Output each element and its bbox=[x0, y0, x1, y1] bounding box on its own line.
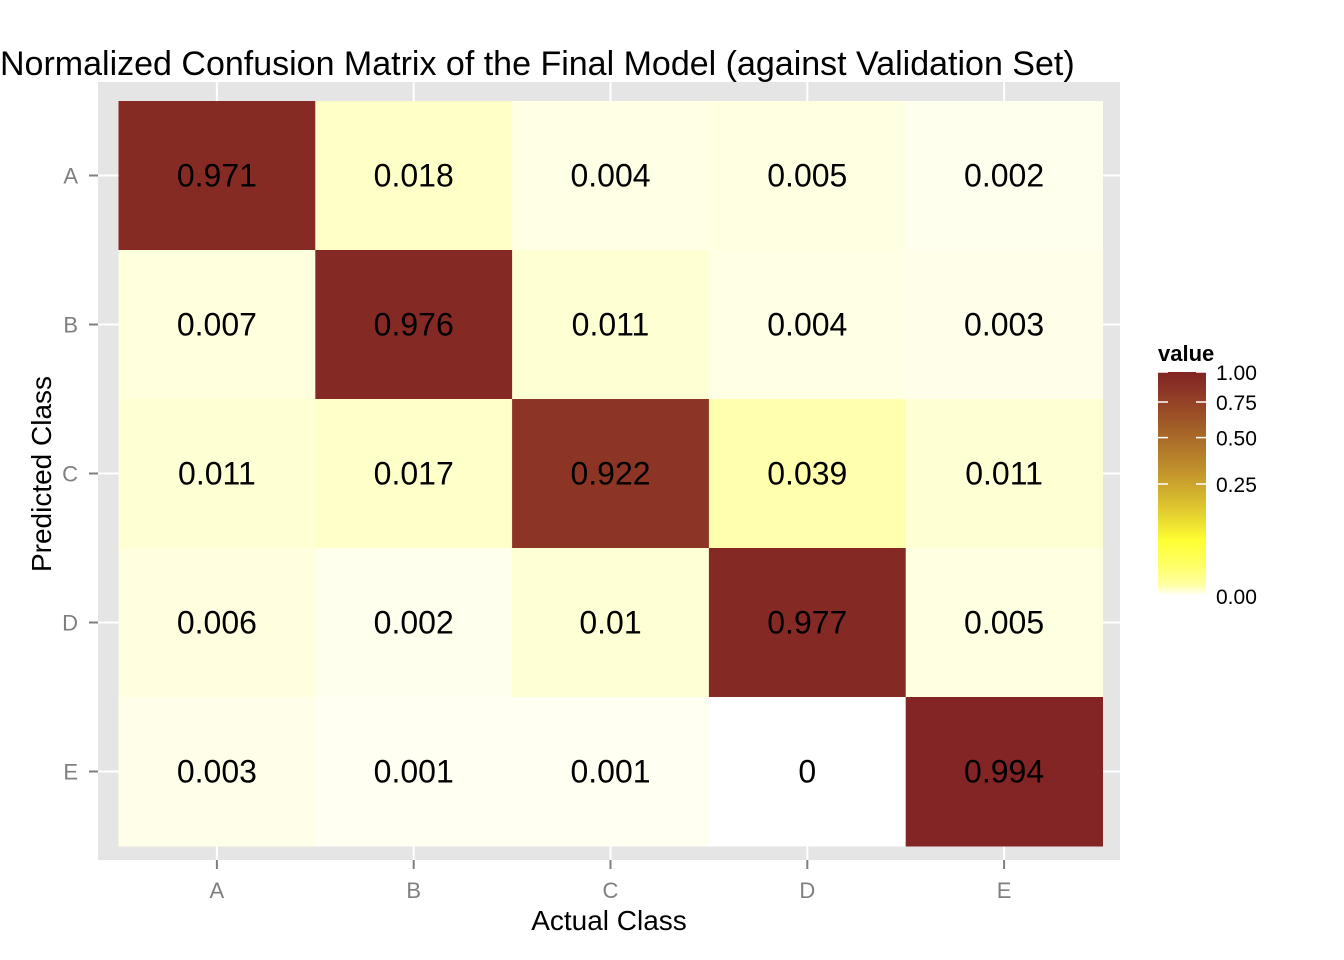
cell-value-label: 0.976 bbox=[374, 307, 454, 343]
y-tick-label: D bbox=[62, 611, 78, 636]
heatmap-cell bbox=[118, 250, 316, 400]
heatmap-cell bbox=[708, 101, 907, 251]
heatmap-cell bbox=[905, 548, 1103, 698]
heatmap-cell bbox=[118, 548, 316, 698]
color-legend: value 1.00 0.75 0.50 0.25 0.00 bbox=[1158, 341, 1257, 609]
cell-value-label: 0.01 bbox=[579, 605, 641, 641]
heatmap-cells: 0.971 0.018 0.004 0.005 0.002 0.007 0.976 0.011… bbox=[118, 101, 1103, 847]
heatmap-cell bbox=[708, 399, 907, 549]
heatmap-cell bbox=[905, 697, 1103, 847]
heatmap-cell bbox=[905, 101, 1103, 251]
cell-value-label: 0.971 bbox=[177, 158, 257, 194]
x-tick-label: B bbox=[406, 878, 421, 903]
cell-value-label: 0.977 bbox=[767, 605, 847, 641]
y-tick-label: E bbox=[63, 760, 78, 785]
cell-value-label: 0.001 bbox=[570, 754, 650, 790]
cell-value-label: 0 bbox=[798, 754, 816, 790]
y-tick-label: C bbox=[62, 462, 78, 487]
cell-value-label: 0.011 bbox=[178, 456, 256, 492]
y-axis: A B C D E bbox=[62, 164, 98, 785]
x-tick-label: A bbox=[210, 878, 225, 903]
heatmap-cell bbox=[315, 697, 513, 847]
x-tick-label: D bbox=[799, 878, 815, 903]
heatmap-cell bbox=[512, 548, 710, 698]
chart-title: Normalized Confusion Matrix of the Final… bbox=[0, 45, 1075, 83]
legend-tick-label: 0.50 bbox=[1216, 428, 1257, 451]
legend-title: value bbox=[1158, 341, 1214, 366]
x-axis-title: Actual Class bbox=[531, 905, 687, 936]
cell-value-label: 0.994 bbox=[964, 754, 1044, 790]
y-axis-title: Predicted Class bbox=[26, 376, 57, 572]
heatmap-cell bbox=[118, 399, 316, 549]
heatmap-cell bbox=[118, 101, 316, 251]
x-axis: A B C D E bbox=[210, 860, 1012, 903]
cell-value-label: 0.018 bbox=[374, 158, 454, 194]
heatmap-cell bbox=[708, 697, 907, 847]
cell-value-label: 0.002 bbox=[374, 605, 454, 641]
x-tick-label: E bbox=[997, 878, 1012, 903]
cell-value-label: 0.005 bbox=[767, 158, 847, 194]
heatmap-cell bbox=[315, 399, 513, 549]
cell-value-label: 0.007 bbox=[177, 307, 257, 343]
legend-tick-label: 0.25 bbox=[1216, 474, 1257, 497]
cell-value-label: 0.001 bbox=[374, 754, 454, 790]
cell-value-label: 0.006 bbox=[177, 605, 257, 641]
cell-value-label: 0.039 bbox=[767, 456, 847, 492]
heatmap-cell bbox=[708, 250, 907, 400]
cell-value-label: 0.017 bbox=[374, 456, 454, 492]
cell-value-label: 0.004 bbox=[767, 307, 847, 343]
y-tick-label: B bbox=[63, 313, 78, 338]
heatmap-cell bbox=[905, 250, 1103, 400]
cell-value-label: 0.003 bbox=[177, 754, 257, 790]
cell-value-label: 0.922 bbox=[570, 456, 650, 492]
y-tick-label: A bbox=[63, 164, 78, 189]
legend-tick-label: 1.00 bbox=[1216, 362, 1257, 385]
cell-value-label: 0.004 bbox=[570, 158, 650, 194]
cell-value-label: 0.011 bbox=[965, 456, 1043, 492]
cell-value-label: 0.005 bbox=[964, 605, 1044, 641]
heatmap-cell bbox=[512, 101, 710, 251]
heatmap-cell bbox=[512, 250, 710, 400]
x-tick-label: C bbox=[603, 878, 619, 903]
heatmap-cell bbox=[512, 697, 710, 847]
heatmap-cell bbox=[708, 548, 907, 698]
legend-tick-label: 0.00 bbox=[1216, 586, 1257, 609]
heatmap-cell bbox=[315, 548, 513, 698]
legend-tick-label: 0.75 bbox=[1216, 392, 1257, 415]
heatmap-cell bbox=[905, 399, 1103, 549]
cell-value-label: 0.002 bbox=[964, 158, 1044, 194]
heatmap-cell bbox=[315, 101, 513, 251]
heatmap-cell bbox=[512, 399, 710, 549]
cell-value-label: 0.003 bbox=[964, 307, 1044, 343]
heatmap-cell bbox=[118, 697, 316, 847]
heatmap-cell bbox=[315, 250, 513, 400]
cell-value-label: 0.011 bbox=[572, 307, 650, 343]
